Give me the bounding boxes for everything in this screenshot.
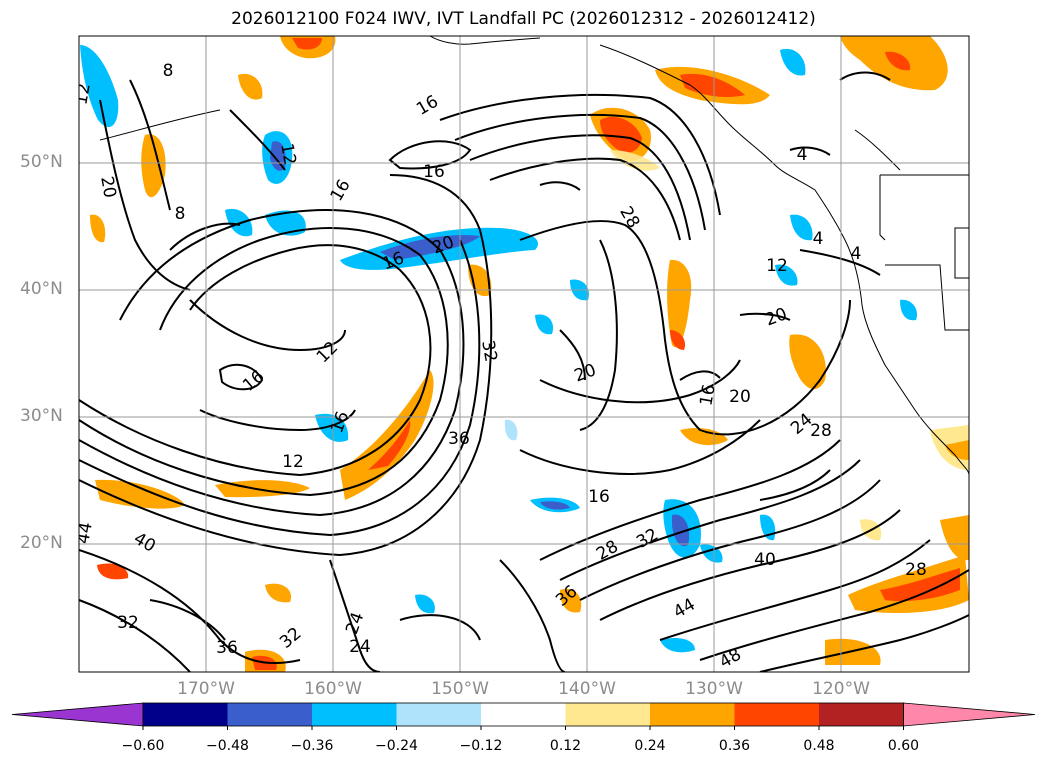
colorbar-tick-label: −0.12 xyxy=(459,738,503,754)
lat-label-40n: 40°N xyxy=(20,279,63,299)
contour-label: 4 xyxy=(851,244,862,264)
contour-label: 28 xyxy=(905,560,927,580)
contour-label: 12 xyxy=(71,82,94,107)
map-title: 2026012100 F024 IWV, IVT Landfall PC (20… xyxy=(231,9,816,29)
colorbar-cell xyxy=(734,703,820,726)
colorbar-extend-high xyxy=(903,702,1036,727)
contour-label: 40 xyxy=(754,550,776,570)
colorbar-tick-label: −0.24 xyxy=(375,738,418,754)
colorbar-cell xyxy=(227,703,313,726)
contour-label: 36 xyxy=(216,638,238,658)
contour-label: 44 xyxy=(73,521,96,546)
contour-label: 32 xyxy=(117,613,139,633)
negative-fill-patches xyxy=(80,45,918,653)
contour-label: 4 xyxy=(813,229,824,249)
lon-label-150w: 150°W xyxy=(431,679,489,699)
lon-label-160w: 160°W xyxy=(304,679,362,699)
contour-label: 36 xyxy=(448,429,470,449)
colorbar-tick-label: 0.12 xyxy=(549,738,582,754)
contour-label: 16 xyxy=(423,162,445,182)
contour-label: 12 xyxy=(276,142,299,167)
colorbar-cell xyxy=(819,703,904,726)
colorbar-cell xyxy=(143,703,228,726)
map-plot: 12 8 20 8 12 16 16 16 20 12 16 16 12 28 … xyxy=(71,35,970,673)
colorbar-tick-label: 0.48 xyxy=(803,738,835,754)
colorbar-cell xyxy=(565,703,651,726)
iwv-contours xyxy=(79,71,969,672)
colorbar-tick-label: 0.24 xyxy=(634,738,666,754)
contour-labels: 12 8 20 8 12 16 16 16 20 12 16 16 12 28 … xyxy=(71,61,927,672)
lon-label-130w: 130°W xyxy=(685,679,743,699)
coastline xyxy=(99,36,969,476)
contour-label: 12 xyxy=(766,256,788,276)
contour-label: 20 xyxy=(729,387,751,407)
contour-label: 32 xyxy=(477,339,500,364)
colorbar-cell xyxy=(650,703,735,726)
graticule xyxy=(79,36,969,672)
colorbar-extend-low xyxy=(11,702,144,727)
map-frame xyxy=(78,35,970,673)
colorbar-tick-label: 0.36 xyxy=(718,738,751,754)
lon-label-120w: 120°W xyxy=(812,679,870,699)
colorbar-cell xyxy=(312,703,397,726)
colorbar-tick-label: −0.36 xyxy=(290,738,334,754)
colorbar-frame xyxy=(142,702,904,727)
colorbar-tick-label: −0.48 xyxy=(206,738,249,754)
contour-label: 20 xyxy=(96,175,119,200)
lat-label-30n: 30°N xyxy=(20,406,63,426)
lon-label-170w: 170°W xyxy=(177,679,235,699)
colorbar-cell xyxy=(396,703,482,726)
contour-label: 16 xyxy=(696,383,719,408)
positive-fill-patches xyxy=(90,36,969,672)
contour-label: 8 xyxy=(175,204,186,224)
lat-label-50n: 50°N xyxy=(20,152,63,172)
contour-label: 12 xyxy=(282,452,304,472)
contour-label: 8 xyxy=(163,61,174,81)
lat-label-20n: 20°N xyxy=(20,533,63,553)
contour-label: 28 xyxy=(810,421,832,441)
lon-label-140w: 140°W xyxy=(558,679,616,699)
colorbar-cell xyxy=(481,703,566,726)
colorbar-tick-label: −0.60 xyxy=(121,738,165,754)
contour-label: 16 xyxy=(588,487,610,507)
colorbar-tick-label: 0.60 xyxy=(887,738,920,754)
contour-label: 24 xyxy=(349,637,371,657)
contour-label: 4 xyxy=(797,145,808,165)
